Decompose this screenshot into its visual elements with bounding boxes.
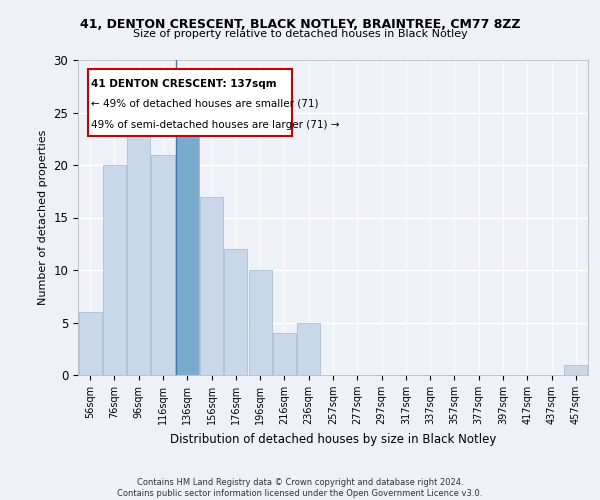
Text: Contains HM Land Registry data © Crown copyright and database right 2024.
Contai: Contains HM Land Registry data © Crown c… [118,478,482,498]
Bar [273,333,296,375]
Bar [297,322,320,375]
FancyBboxPatch shape [88,70,292,136]
Text: 41 DENTON CRESCENT: 137sqm: 41 DENTON CRESCENT: 137sqm [91,79,277,89]
Bar [565,364,587,375]
Bar [224,249,247,375]
Bar [248,270,272,375]
Text: Size of property relative to detached houses in Black Notley: Size of property relative to detached ho… [133,29,467,39]
X-axis label: Distribution of detached houses by size in Black Notley: Distribution of detached houses by size … [170,432,496,446]
Bar [127,123,150,375]
Bar [151,154,175,375]
Text: ← 49% of detached houses are smaller (71): ← 49% of detached houses are smaller (71… [91,99,318,109]
Text: 41, DENTON CRESCENT, BLACK NOTLEY, BRAINTREE, CM77 8ZZ: 41, DENTON CRESCENT, BLACK NOTLEY, BRAIN… [80,18,520,30]
Bar [103,165,126,375]
Bar [79,312,101,375]
Text: 49% of semi-detached houses are larger (71) →: 49% of semi-detached houses are larger (… [91,120,339,130]
Bar [200,196,223,375]
Y-axis label: Number of detached properties: Number of detached properties [38,130,48,305]
Bar [176,112,199,375]
